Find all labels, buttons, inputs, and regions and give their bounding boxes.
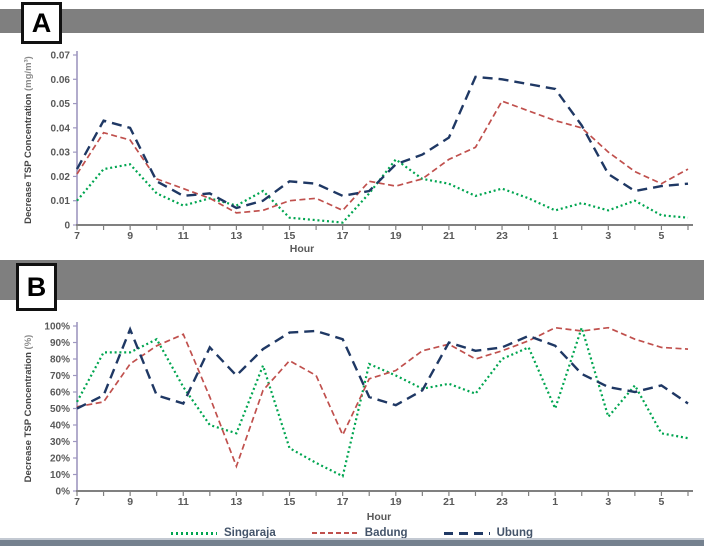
x-tick-label: 11: [178, 230, 189, 242]
x-tick-label: 23: [496, 230, 508, 242]
legend-label-ubung: Ubung: [496, 527, 533, 539]
series-singaraja: [76, 157, 689, 224]
legend-item-singaraja: Singaraja: [171, 527, 276, 539]
x-tick-label: 17: [337, 230, 349, 242]
y-tick-label: 0.05: [51, 99, 71, 110]
x-tick-label: 7: [74, 496, 80, 508]
legend-label-singaraja: Singaraja: [224, 527, 276, 539]
y-tick-label: 0.02: [51, 172, 71, 183]
x-tick-label: 1: [552, 230, 558, 242]
y-tick-label: 0.07: [51, 51, 71, 62]
chart-panel-b: 100%90%80%70%60%50%40%30%20%10%0%7 9 11 13 1…: [23, 322, 693, 523]
y-tick-label: 30%: [50, 437, 70, 448]
x-tick-label: 19: [390, 230, 402, 242]
y-tick-label: 10%: [50, 470, 70, 481]
badung-line-marker: [311, 532, 358, 534]
y-tick-label: 70%: [50, 371, 70, 382]
x-tick-label: 3: [605, 496, 611, 508]
x-tick-label: 23: [496, 496, 508, 508]
y-axis: 100% 90% 80% 70% 60% 50% 40% 30% 20% 10% 0%: [44, 322, 78, 498]
bottom-divider-bar: [0, 538, 704, 546]
y-tick-label: 40%: [50, 421, 70, 432]
y-axis-title: Decrease TSP Concentration (%): [23, 335, 34, 483]
y-tick-label: 90%: [50, 338, 70, 349]
legend-label-badung: Badung: [364, 527, 408, 539]
series-singaraja: [76, 324, 689, 478]
mid-divider-bar: [0, 260, 704, 300]
x-tick-label: 13: [231, 230, 243, 242]
x-tick-label: 15: [284, 496, 296, 508]
x-tick-label: 1: [552, 496, 558, 508]
y-tick-label: 0.06: [51, 75, 71, 86]
y-tick-label: 20%: [50, 454, 70, 465]
y-tick-label: 60%: [50, 388, 70, 399]
x-tick-label: 3: [605, 230, 611, 242]
x-tick-label: 17: [337, 496, 349, 508]
ubung-line-marker: [443, 531, 490, 535]
singaraja-line-marker: [171, 531, 217, 535]
x-tick-label: 11: [178, 496, 189, 508]
y-tick-label: 0.03: [51, 148, 71, 159]
legend-item-ubung: Ubung: [443, 527, 533, 539]
y-tick-label: 0%: [56, 487, 71, 498]
x-axis: 7 9 11 13 15 17 19 21 23 1 3 5: [74, 224, 693, 242]
x-tick-label: 13: [231, 496, 243, 508]
panel-b-label: B: [16, 263, 57, 311]
x-tick-label: 19: [390, 496, 402, 508]
x-tick-label: 5: [659, 230, 665, 242]
legend: Singaraja Badung Ubung: [0, 526, 704, 540]
y-tick-label: 0: [64, 221, 70, 232]
panel-a-label: A: [21, 2, 62, 44]
y-tick-label: 50%: [50, 404, 70, 415]
y-tick-label: 80%: [50, 355, 70, 366]
x-tick-label: 7: [74, 230, 80, 242]
series-badung: [76, 100, 689, 214]
legend-item-badung: Badung: [311, 527, 408, 539]
x-axis: 7 9 11 13 15 17 19 21 23 1 3 5: [74, 490, 693, 508]
y-axis: 0.07 0.06 0.05 0.04 0.03 0.02 0.01 0: [51, 51, 78, 232]
y-axis-title: Decrease TSP Concentration (mg/m³): [23, 56, 34, 224]
series-ubung: [75, 75, 689, 210]
x-tick-label: 21: [443, 230, 455, 242]
y-tick-label: 0.04: [51, 123, 71, 134]
x-axis-title: Hour: [367, 511, 392, 523]
x-axis-title: Hour: [290, 243, 315, 255]
y-tick-label: 0.01: [51, 196, 71, 207]
x-tick-label: 15: [284, 230, 296, 242]
series-badung: [76, 326, 689, 469]
top-divider-bar: [0, 9, 704, 33]
x-tick-label: 21: [443, 496, 455, 508]
x-tick-label: 9: [127, 230, 133, 242]
x-tick-label: 5: [659, 496, 665, 508]
y-tick-label: 100%: [44, 322, 70, 333]
x-tick-label: 9: [127, 496, 133, 508]
series-ubung: [76, 326, 689, 410]
